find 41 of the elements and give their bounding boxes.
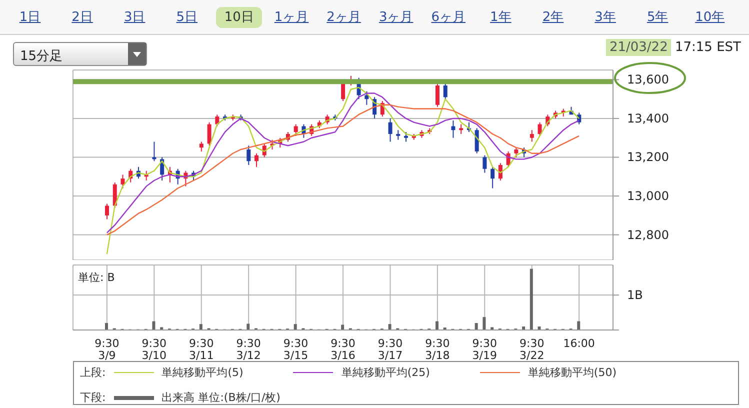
annotation: 単位: B (78, 270, 115, 285)
x-tick-label: 9:30 3/18 (425, 337, 450, 362)
x-tick-label: 9:30 3/12 (236, 337, 261, 362)
y-tick-label: 13,000 (627, 189, 669, 204)
text: 5日 (175, 9, 199, 26)
text: 2日 (70, 9, 94, 26)
y-tick-label: 13,400 (627, 111, 669, 126)
text: 3日 (122, 9, 146, 26)
text: 1年 (489, 9, 512, 26)
legend-label: 出来高 単位:(B株/口/枚) (160, 390, 280, 405)
text: 3ヶ月 (378, 9, 414, 26)
text: 21/03/22 (606, 39, 671, 56)
text: 1日 (18, 9, 42, 26)
x-tick-label: 16:00 (563, 337, 595, 350)
y-tick-label: 13,200 (627, 150, 669, 164)
text: 1ヶ月 (273, 9, 310, 26)
x-tick-label: 9:30 3/22 (520, 337, 544, 362)
legend-label: 単純移動平均(5) (160, 365, 244, 380)
y-tick-label: 13,600 (627, 72, 669, 87)
text: 2ヶ月 (326, 9, 362, 26)
legend-title: 上段: (80, 365, 106, 380)
legend-label: 単純移動平均(50) (526, 365, 616, 380)
x-tick-label: 9:30 3/16 (330, 337, 356, 362)
x-tick-label: 9:30 3/17 (378, 337, 403, 362)
x-tick-label: 9:30 3/19 (472, 337, 497, 362)
text: 17:15 EST (674, 40, 741, 55)
text: 3年 (594, 9, 617, 26)
x-tick-label: 9:30 3/10 (142, 337, 166, 362)
text: 2年 (541, 9, 565, 26)
text: 10年 (694, 9, 726, 26)
text: 10日 (216, 7, 262, 28)
y-tick-label: 12,800 (627, 228, 669, 242)
y-tick-label: 1B (627, 288, 643, 302)
legend-title: 下段: (80, 390, 106, 405)
dropdown-field: 15分足 (13, 42, 147, 66)
x-tick-label: 9:30 3/9 (94, 337, 120, 362)
text: 5年 (646, 9, 670, 26)
text: 6ヶ月 (430, 9, 467, 26)
legend-label: 単純移動平均(25) (340, 365, 430, 380)
x-tick-label: 9:30 3/11 (189, 337, 214, 362)
x-tick-label: 9:30 3/15 (283, 337, 308, 362)
